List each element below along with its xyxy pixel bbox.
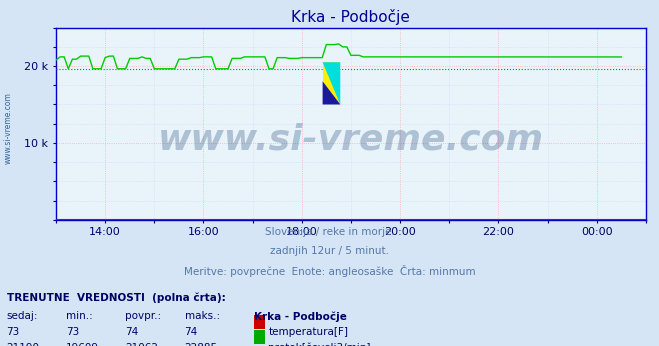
Text: www.si-vreme.com: www.si-vreme.com (3, 92, 13, 164)
Text: www.si-vreme.com: www.si-vreme.com (158, 122, 544, 156)
Polygon shape (323, 81, 340, 104)
Text: Krka - Podbočje: Krka - Podbočje (254, 311, 347, 322)
Polygon shape (323, 62, 340, 104)
Text: TRENUTNE  VREDNOSTI  (polna črta):: TRENUTNE VREDNOSTI (polna črta): (7, 292, 225, 303)
Text: temperatura[F]: temperatura[F] (268, 327, 348, 337)
Title: Krka - Podbočje: Krka - Podbočje (291, 9, 411, 25)
Text: zadnjih 12ur / 5 minut.: zadnjih 12ur / 5 minut. (270, 246, 389, 256)
Text: maks.:: maks.: (185, 311, 219, 321)
Text: min.:: min.: (66, 311, 93, 321)
Text: povpr.:: povpr.: (125, 311, 161, 321)
Text: Slovenija / reke in morje.: Slovenija / reke in morje. (264, 227, 395, 237)
Text: 74: 74 (185, 327, 198, 337)
Text: 19609: 19609 (66, 343, 99, 346)
Text: Meritve: povprečne  Enote: angleosaške  Črta: minmum: Meritve: povprečne Enote: angleosaške Čr… (184, 265, 475, 277)
Text: 21062: 21062 (125, 343, 158, 346)
Text: 74: 74 (125, 327, 138, 337)
Text: sedaj:: sedaj: (7, 311, 38, 321)
Text: 22885: 22885 (185, 343, 217, 346)
Text: 73: 73 (66, 327, 79, 337)
FancyBboxPatch shape (323, 62, 340, 104)
Text: pretok[čevelj3/min]: pretok[čevelj3/min] (268, 343, 371, 346)
Text: 21190: 21190 (7, 343, 40, 346)
Text: 73: 73 (7, 327, 20, 337)
